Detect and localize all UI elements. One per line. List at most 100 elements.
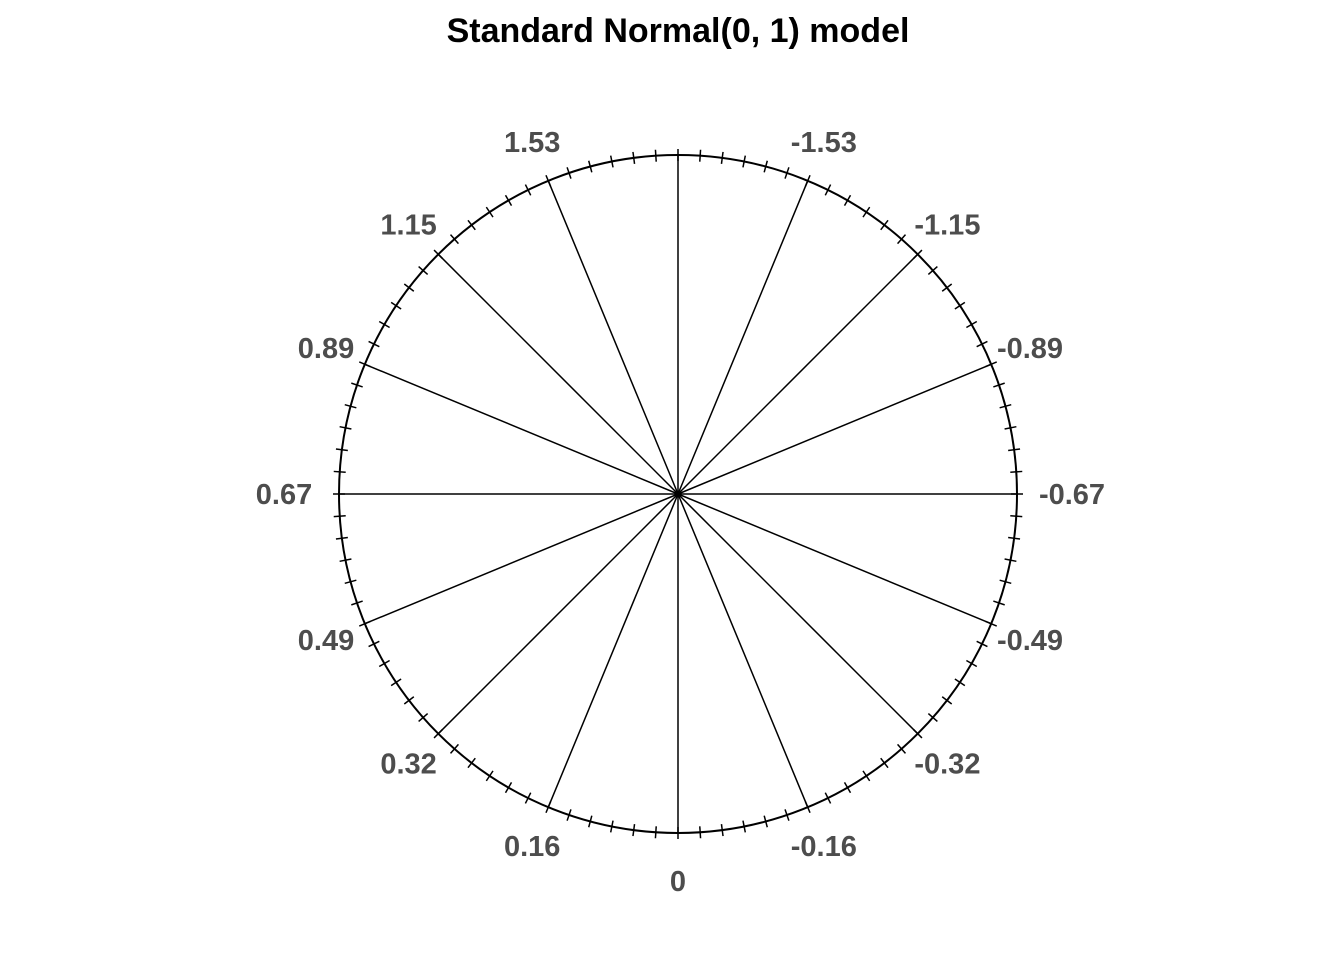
minor-tick — [467, 219, 476, 231]
spoke-label: 0 — [670, 866, 686, 898]
spoke-line — [547, 493, 679, 808]
minor-tick — [784, 809, 790, 821]
spoke-label: 1.15 — [380, 210, 436, 242]
minor-tick — [333, 470, 346, 473]
minor-tick — [368, 340, 380, 348]
minor-tick — [524, 792, 532, 804]
minor-tick — [880, 757, 889, 769]
spoke-line — [677, 253, 919, 495]
minor-tick — [1010, 470, 1023, 473]
minor-tick — [654, 149, 657, 162]
minor-tick — [467, 757, 476, 769]
minor-tick — [449, 743, 460, 754]
spoke-line — [677, 493, 809, 808]
minor-tick — [609, 820, 614, 833]
minor-tick — [344, 403, 357, 409]
minor-tick — [993, 600, 1005, 606]
spoke-line — [437, 253, 679, 495]
minor-tick — [976, 340, 988, 348]
spoke-label: -1.15 — [914, 210, 980, 242]
minor-tick — [843, 194, 852, 206]
minor-tick — [344, 579, 357, 585]
minor-tick — [524, 184, 532, 196]
minor-tick — [1008, 448, 1021, 452]
minor-tick — [390, 301, 402, 310]
minor-tick — [862, 206, 871, 218]
minor-tick — [418, 265, 429, 276]
spoke-line — [547, 180, 679, 495]
minor-tick — [954, 678, 966, 687]
spoke-line — [437, 493, 679, 735]
minor-tick — [784, 167, 790, 179]
minor-tick — [699, 826, 702, 839]
minor-tick — [351, 382, 363, 388]
minor-tick — [504, 782, 513, 794]
minor-tick — [587, 160, 593, 173]
minor-tick — [609, 155, 614, 168]
minor-tick — [699, 149, 702, 162]
spoke-label: -0.67 — [1039, 479, 1105, 511]
chart-title: Standard Normal(0, 1) model — [447, 12, 910, 50]
minor-tick — [632, 151, 636, 164]
minor-tick — [390, 678, 402, 687]
minor-tick — [824, 184, 832, 196]
minor-tick — [966, 659, 978, 668]
spoke-line — [677, 363, 992, 495]
spoke-label: -0.49 — [997, 625, 1063, 657]
minor-tick — [976, 640, 988, 648]
spoke-label: 0.89 — [298, 333, 354, 365]
spoke-line — [677, 493, 919, 735]
minor-tick — [449, 234, 460, 245]
minor-tick — [941, 696, 953, 705]
minor-tick — [824, 792, 832, 804]
minor-tick — [880, 219, 889, 231]
minor-tick — [339, 425, 352, 430]
minor-tick — [763, 815, 769, 828]
minor-tick — [485, 206, 494, 218]
minor-tick — [954, 301, 966, 310]
minor-tick — [993, 382, 1005, 388]
minor-tick — [335, 536, 348, 540]
minor-tick — [862, 770, 871, 782]
spoke-label: 0.16 — [504, 831, 560, 863]
minor-tick — [351, 600, 363, 606]
minor-tick — [720, 151, 724, 164]
spoke-line — [364, 493, 679, 625]
minor-tick — [485, 770, 494, 782]
spoke-label: 0.32 — [380, 748, 436, 780]
spoke-label: -0.32 — [914, 748, 980, 780]
spoke-label: -0.89 — [997, 333, 1063, 365]
minor-tick — [632, 824, 636, 837]
minor-tick — [378, 320, 390, 329]
spoke-label: 0.67 — [256, 479, 312, 511]
spoke-label: 0.49 — [298, 625, 354, 657]
minor-tick — [896, 743, 907, 754]
minor-tick — [566, 809, 572, 821]
minor-tick — [418, 712, 429, 723]
spoke-line — [364, 363, 679, 495]
minor-tick — [1008, 536, 1021, 540]
minor-tick — [333, 515, 346, 518]
minor-tick — [941, 283, 953, 292]
minor-tick — [378, 659, 390, 668]
minor-tick — [927, 265, 938, 276]
minor-tick — [1004, 558, 1017, 563]
minor-tick — [1004, 425, 1017, 430]
minor-tick — [966, 320, 978, 329]
minor-tick — [339, 558, 352, 563]
minor-tick — [654, 826, 657, 839]
minor-tick — [927, 712, 938, 723]
minor-tick — [742, 155, 747, 168]
minor-tick — [742, 820, 747, 833]
minor-tick — [999, 403, 1012, 409]
minor-tick — [1010, 515, 1023, 518]
minor-tick — [368, 640, 380, 648]
spoke-label: -1.53 — [791, 127, 857, 159]
minor-tick — [587, 815, 593, 828]
minor-tick — [896, 234, 907, 245]
minor-tick — [403, 696, 415, 705]
minor-tick — [720, 824, 724, 837]
minor-tick — [335, 448, 348, 452]
minor-tick — [843, 782, 852, 794]
